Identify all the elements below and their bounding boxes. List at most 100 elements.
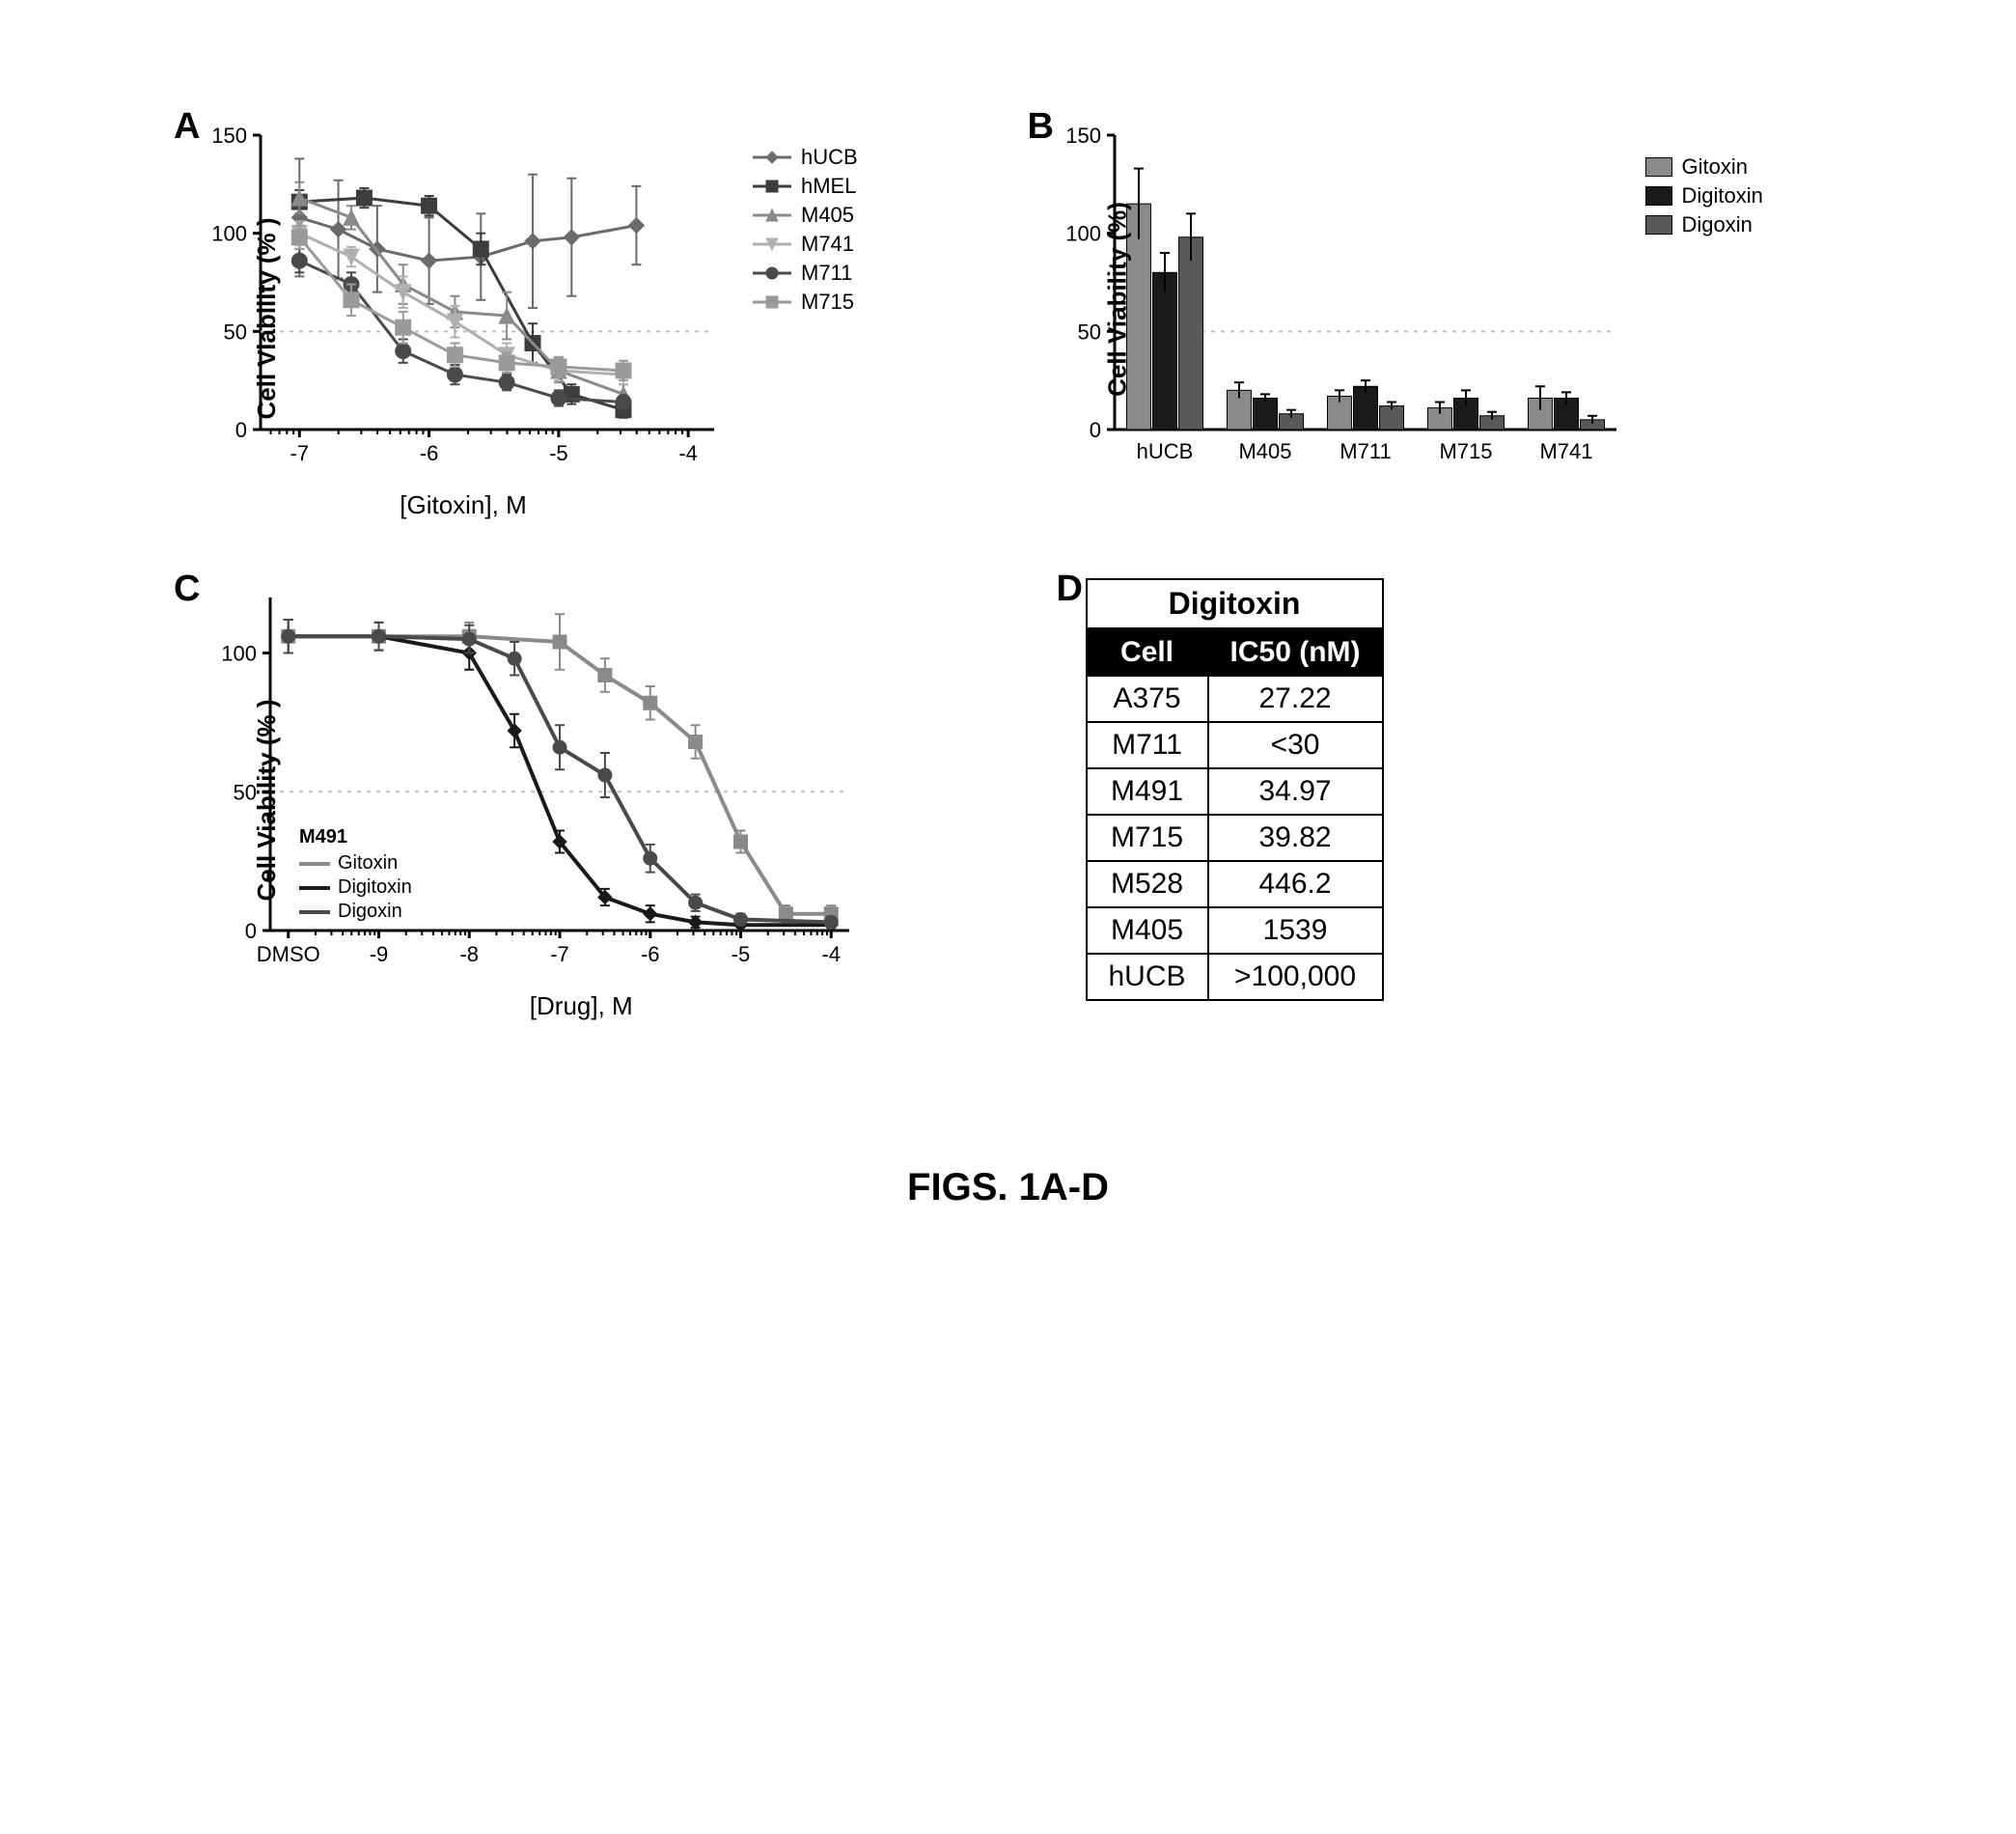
legend-item: M405 [753, 203, 858, 228]
panel-b-legend: Gitoxin Digitoxin Digoxin [1645, 154, 1763, 241]
panel-c-ylabel: Cell Viability (% ) [252, 699, 282, 901]
legend-item: Digitoxin [1645, 183, 1763, 208]
table-row: M71539.82 [1087, 815, 1383, 861]
table-row: hUCB>100,000 [1087, 954, 1383, 1000]
table-row: M711<30 [1087, 722, 1383, 768]
legend-item: Gitoxin [299, 852, 412, 875]
table-cell: M528 [1087, 861, 1208, 907]
legend-item: M711 [753, 261, 858, 286]
panel-d: D DigitoxinCellIC50 (nM)A37527.22M711<30… [1047, 578, 1824, 1021]
panel-c-chart: Cell Viability (% ) 050100DMSO-9-8-7-6-5… [193, 578, 970, 1021]
panel-d-letter: D [1057, 569, 1083, 610]
svg-text:150: 150 [211, 124, 247, 148]
svg-text:-7: -7 [550, 942, 569, 966]
legend-label: M405 [801, 203, 854, 228]
panel-b-ylabel: Cell Viability (%) [1102, 202, 1132, 397]
svg-text:150: 150 [1065, 124, 1101, 148]
svg-text:50: 50 [1077, 320, 1100, 344]
legend-swatch [1645, 186, 1672, 206]
legend-item: Digoxin [1645, 212, 1763, 237]
svg-text:0: 0 [1089, 418, 1100, 442]
svg-text:M741: M741 [1539, 439, 1592, 463]
svg-text:DMSO: DMSO [257, 942, 320, 966]
legend-item: Digitoxin [299, 876, 412, 899]
table-header-cell: Cell [1087, 629, 1208, 677]
table-cell: A375 [1087, 676, 1208, 722]
panel-c-legend: M491 GitoxinDigitoxinDigoxin [299, 826, 412, 925]
table-title: Digitoxin [1087, 579, 1383, 629]
legend-label: hUCB [801, 145, 858, 170]
legend-item: M741 [753, 232, 858, 257]
legend-label: hMEL [801, 174, 856, 199]
table-cell: M405 [1087, 907, 1208, 954]
svg-text:M715: M715 [1439, 439, 1492, 463]
table-cell: M711 [1087, 722, 1208, 768]
panel-b: B Cell Viability (%) 050100150hUCBM405M7… [1047, 116, 1824, 520]
figure-grid: A Cell Viability (% ) 050100150-7-6-5-4 … [193, 116, 1823, 1021]
svg-text:-7: -7 [290, 441, 310, 465]
legend-item: M715 [753, 290, 858, 315]
table-cell: 1539 [1208, 907, 1383, 954]
panel-a-chart: Cell Viability (% ) 0 50 100 150 -7 -6 -5 -4 [G… [193, 116, 733, 520]
legend-item: hUCB [753, 145, 858, 170]
svg-text:-5: -5 [549, 441, 568, 465]
svg-text:M711: M711 [1339, 439, 1391, 463]
table-row: M49134.97 [1087, 768, 1383, 815]
table-cell: 39.82 [1208, 815, 1383, 861]
svg-text:100: 100 [221, 642, 257, 666]
panel-a-ylabel: Cell Viability (% ) [252, 217, 282, 419]
panel-a-xlabel: [Gitoxin], M [193, 490, 733, 520]
table-row: M4051539 [1087, 907, 1383, 954]
panel-a-legend: hUCB hMEL M405 M741 M711 M715 [753, 145, 858, 319]
panel-b-chart: Cell Viability (%) 0 50 100 150 hUCB M405 M711… [1047, 116, 1626, 483]
panel-a: A Cell Viability (% ) 050100150-7-6-5-4 … [193, 116, 970, 520]
svg-text:-5: -5 [732, 942, 751, 966]
legend-label: Digoxin [1682, 212, 1753, 237]
legend-label: Digitoxin [1682, 183, 1763, 208]
legend-label: Digitoxin [338, 876, 412, 899]
svg-text:-4: -4 [678, 441, 698, 465]
table-row: M528446.2 [1087, 861, 1383, 907]
legend-label: M711 [801, 261, 852, 286]
svg-text:M405: M405 [1238, 439, 1291, 463]
panel-c-xlabel: [Drug], M [193, 991, 970, 1021]
legend-item: Gitoxin [1645, 154, 1763, 180]
svg-text:hUCB: hUCB [1136, 439, 1193, 463]
table-cell: M491 [1087, 768, 1208, 815]
legend-label: M715 [801, 290, 854, 315]
legend-label: Gitoxin [1682, 154, 1748, 180]
panel-c-svg: 050100DMSO-9-8-7-6-5-4 [193, 578, 869, 984]
legend-item: hMEL [753, 174, 858, 199]
legend-swatch [1645, 215, 1672, 235]
svg-text:0: 0 [235, 418, 247, 442]
legend-line [299, 910, 330, 914]
svg-text:-4: -4 [821, 942, 841, 966]
legend-label: M741 [801, 232, 854, 257]
table-cell: >100,000 [1208, 954, 1383, 1000]
svg-text:0: 0 [245, 919, 257, 943]
legend-swatch [1645, 157, 1672, 177]
panel-c-legend-title: M491 [299, 826, 412, 848]
table-cell: 27.22 [1208, 676, 1383, 722]
table-header-cell: IC50 (nM) [1208, 629, 1383, 677]
table-cell: 446.2 [1208, 861, 1383, 907]
figure-caption: FIGS. 1A-D [193, 1166, 1823, 1209]
panel-d-table: DigitoxinCellIC50 (nM)A37527.22M711<30M4… [1086, 578, 1384, 1001]
legend-line [299, 886, 330, 890]
legend-label: Digoxin [338, 901, 402, 923]
svg-text:50: 50 [224, 320, 247, 344]
legend-item: Digoxin [299, 901, 412, 923]
table-cell: M715 [1087, 815, 1208, 861]
panel-b-svg: 0 50 100 150 hUCB M405 M711 M715 M741 [1047, 116, 1626, 483]
table-cell: <30 [1208, 722, 1383, 768]
svg-text:-8: -8 [459, 942, 479, 966]
table-cell: 34.97 [1208, 768, 1383, 815]
svg-text:-6: -6 [641, 942, 660, 966]
svg-text:-6: -6 [420, 441, 439, 465]
table-row: A37527.22 [1087, 676, 1383, 722]
svg-text:-9: -9 [370, 942, 389, 966]
panel-c: C Cell Viability (% ) 050100DMSO-9-8-7-6… [193, 578, 970, 1021]
svg-text:100: 100 [1065, 222, 1101, 246]
table-cell: hUCB [1087, 954, 1208, 1000]
svg-text:100: 100 [211, 222, 247, 246]
